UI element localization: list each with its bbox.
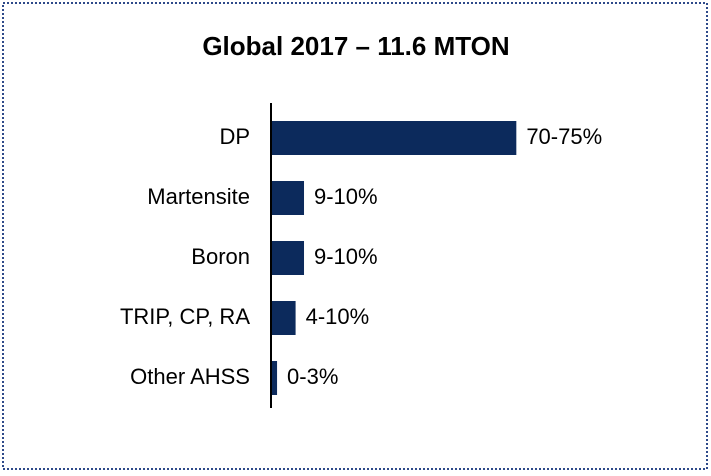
category-label: Other AHSS <box>130 364 250 389</box>
category-label: TRIP, CP, RA <box>120 304 250 329</box>
value-label: 4-10% <box>306 304 370 329</box>
value-label: 70-75% <box>526 124 602 149</box>
bar <box>272 121 517 155</box>
category-label: DP <box>219 124 250 149</box>
frame <box>2 2 708 470</box>
value-label: 9-10% <box>314 184 378 209</box>
bar <box>272 181 305 215</box>
bar <box>272 361 278 395</box>
chart-title: Global 2017 – 11.6 MTON <box>202 31 509 61</box>
category-label: Boron <box>191 244 250 269</box>
value-label: 9-10% <box>314 244 378 269</box>
bar <box>272 241 305 275</box>
category-label: Martensite <box>147 184 250 209</box>
bar <box>272 301 296 335</box>
value-label: 0-3% <box>287 364 338 389</box>
